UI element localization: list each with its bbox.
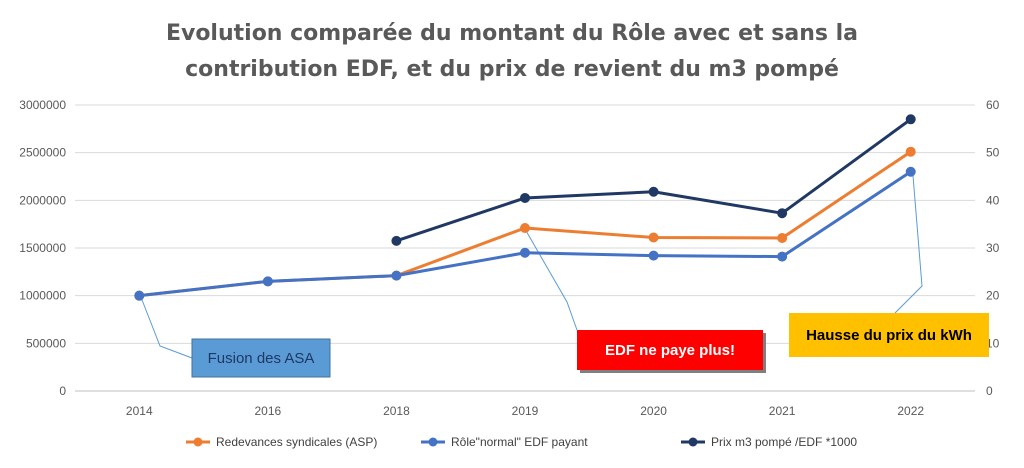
series-2-point <box>648 250 659 261</box>
legend-label-3: Prix m3 pompé /EDF *1000 <box>711 435 857 449</box>
series-2-point <box>777 251 788 262</box>
annotations: Fusion des ASA EDF ne paye plus! Hausse du… <box>191 313 989 378</box>
x-tick-label: 2021 <box>769 404 796 418</box>
annotation-edf-box <box>577 330 763 370</box>
chart-title-line-1: Evolution comparée du montant du Rôle av… <box>166 21 858 46</box>
x-tick-label: 2018 <box>383 404 410 418</box>
series-2-point <box>134 290 145 301</box>
left-tick-label: 500000 <box>26 336 66 350</box>
series-3-point <box>391 235 402 246</box>
right-tick-label: 40 <box>986 193 1000 207</box>
annotation-fusion-box <box>191 338 331 378</box>
right-tick-label: 0 <box>986 384 993 398</box>
series-line-2 <box>139 170 912 298</box>
legend-marker-1 <box>193 437 203 447</box>
left-tick-label: 2500000 <box>19 146 66 160</box>
left-tick-label: 0 <box>59 384 66 398</box>
leader-fusion <box>140 297 193 359</box>
series-lines <box>134 114 916 301</box>
series-1-point <box>520 222 530 233</box>
leader-hausse <box>894 171 923 314</box>
right-tick-label: 60 <box>986 98 1000 112</box>
series-2-point <box>262 276 273 287</box>
left-axis-ticks: 0 500000 1000000 1500000 2000000 2500000 30000… <box>19 98 66 398</box>
series-1-point <box>905 146 916 157</box>
leader-edf <box>524 228 578 331</box>
series-1-point <box>648 232 659 243</box>
x-tick-label: 2016 <box>255 404 282 418</box>
right-tick-label: 20 <box>986 289 1000 303</box>
annotation-hausse-box <box>789 313 989 357</box>
legend-label-2: Rôle"normal" EDF payant <box>451 435 588 449</box>
annotation-edf-text: EDF ne paye plus! <box>605 342 735 359</box>
left-tick-label: 2000000 <box>19 193 66 207</box>
series-3-point <box>905 114 916 125</box>
series-2-point <box>520 247 530 258</box>
x-axis-ticks: 2014 2016 2018 2019 2020 2021 2022 <box>126 404 924 418</box>
series-2-point <box>905 166 916 177</box>
right-tick-label: 10 <box>986 336 1000 350</box>
chart-title-line-2: contribution EDF, et du prix de revient … <box>185 57 839 82</box>
x-tick-label: 2022 <box>897 404 924 418</box>
series-2-point <box>391 270 402 281</box>
x-tick-label: 2020 <box>640 404 667 418</box>
left-tick-label: 1500000 <box>19 241 66 255</box>
right-tick-label: 30 <box>986 241 1000 255</box>
legend-label-1: Redevances syndicales (ASP) <box>216 435 377 449</box>
right-tick-label: 50 <box>986 146 1000 160</box>
series-3-point <box>648 186 659 197</box>
x-tick-label: 2019 <box>512 404 539 418</box>
annotation-hausse-text: Hausse du prix du kWh <box>806 327 972 344</box>
left-tick-label: 3000000 <box>19 98 66 112</box>
series-3-point <box>777 208 788 219</box>
series-3-point <box>520 192 530 203</box>
left-tick-label: 1000000 <box>19 289 66 303</box>
annotation-fusion-text: Fusion des ASA <box>208 350 315 367</box>
legend-marker-3 <box>688 437 698 447</box>
x-tick-label: 2014 <box>126 404 153 418</box>
series-1-point <box>777 232 788 243</box>
legend-marker-2 <box>428 437 438 447</box>
legend: Redevances syndicales (ASP) Rôle"normal" … <box>186 435 857 449</box>
right-axis-ticks: 0 10 20 30 40 50 60 <box>986 98 1000 398</box>
